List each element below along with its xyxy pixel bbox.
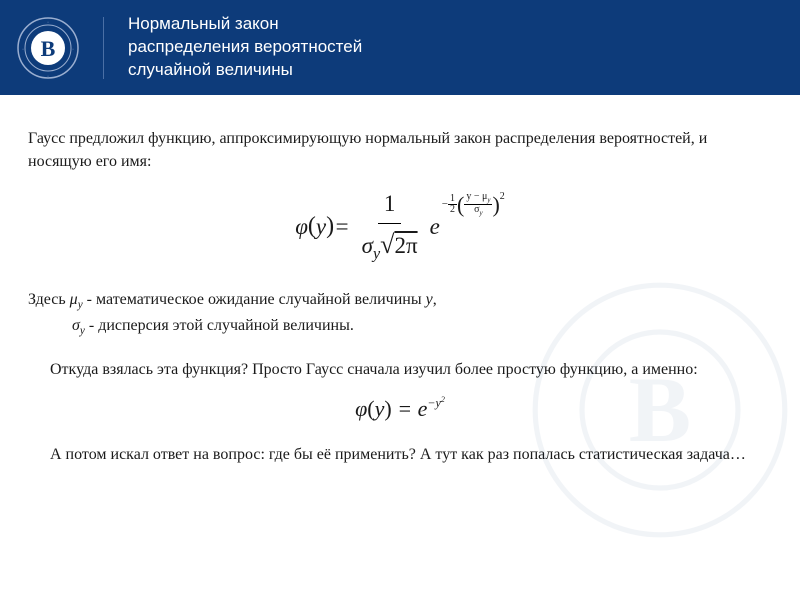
- phi-symbol: φ: [295, 210, 308, 243]
- sigma-definition: σy - дисперсия этой случайной величины.: [28, 314, 772, 340]
- slide-header: В • • • • Нормальный закон распределения…: [0, 0, 800, 95]
- svg-text:•: •: [47, 20, 48, 24]
- intro-paragraph: Гаусс предложил функцию, аппроксимирующу…: [28, 127, 772, 173]
- svg-text:В: В: [40, 36, 55, 61]
- svg-text:•: •: [22, 47, 23, 51]
- rparen: ): [326, 209, 334, 244]
- equals: =: [334, 210, 350, 243]
- normalization-fraction: 1 σy√2π: [356, 187, 424, 265]
- header-divider: [103, 17, 104, 79]
- exponent-block: − 1 2 ( y − μy σy: [442, 192, 505, 217]
- simple-gaussian-formula: φ(y) = e−y2: [28, 393, 772, 425]
- hse-logo-icon: В • • • •: [17, 17, 79, 79]
- var-y: y: [316, 210, 326, 243]
- euler-e: e: [430, 210, 440, 243]
- gaussian-pdf-formula: φ ( y ) = 1 σy√2π e − 1 2 (: [28, 187, 772, 265]
- title-line-2: распределения вероятностей: [128, 36, 362, 59]
- title-line-3: случайной величины: [128, 59, 362, 82]
- lparen: (: [308, 209, 316, 244]
- svg-text:•: •: [47, 74, 48, 78]
- frac-num: 1: [378, 187, 402, 223]
- slide-title: Нормальный закон распределения вероятнос…: [128, 13, 362, 82]
- svg-text:•: •: [72, 47, 73, 51]
- mu-definition: Здесь μy - математическое ожидание случа…: [28, 288, 772, 314]
- logo-container: В • • • •: [0, 0, 95, 95]
- question-paragraph: Откуда взялась эта функция? Просто Гаусс…: [28, 358, 772, 381]
- slide-content: Гаусс предложил функцию, аппроксимирующу…: [0, 95, 800, 498]
- title-line-1: Нормальный закон: [128, 13, 362, 36]
- frac-den: σy√2π: [356, 224, 424, 266]
- closing-paragraph: А потом искал ответ на вопрос: где бы её…: [28, 443, 772, 466]
- symbol-definitions: Здесь μy - математическое ожидание случа…: [28, 288, 772, 340]
